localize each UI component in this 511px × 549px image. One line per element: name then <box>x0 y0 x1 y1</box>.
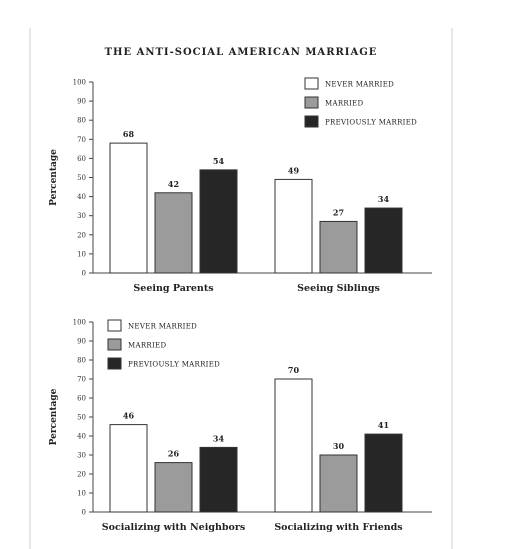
y-tick-label: 80 <box>77 357 86 365</box>
data-label: 26 <box>168 449 180 459</box>
y-axis-label: Percentage <box>49 388 59 445</box>
data-label: 34 <box>378 194 390 204</box>
legend-label: NEVER MARRIED <box>325 81 394 89</box>
x-category-label: Seeing Siblings <box>297 283 380 294</box>
y-tick-label: 30 <box>77 452 86 460</box>
bar <box>274 378 313 513</box>
y-tick-label: 100 <box>73 319 86 327</box>
bar <box>199 446 238 513</box>
legend-label: NEVER MARRIED <box>128 323 197 331</box>
y-tick-label: 20 <box>77 471 86 479</box>
legend-label: MARRIED <box>325 100 363 108</box>
data-label: 34 <box>213 433 225 443</box>
legend-swatch <box>107 357 122 370</box>
bar <box>274 178 313 274</box>
y-tick-label: 10 <box>77 250 86 258</box>
y-tick-label: 90 <box>77 338 86 346</box>
y-tick-label: 50 <box>77 174 86 182</box>
chart-title: THE ANTI-SOCIAL AMERICAN MARRIAGE <box>105 47 378 58</box>
y-tick-label: 80 <box>77 117 86 125</box>
y-tick-label: 90 <box>77 98 86 106</box>
y-tick-label: 70 <box>77 376 86 384</box>
legend-label: PREVIOUSLY MARRIED <box>325 119 417 127</box>
y-tick-label: 40 <box>77 193 86 201</box>
bar <box>199 169 238 274</box>
y-tick-label: 30 <box>77 212 86 220</box>
legend-swatch <box>107 319 122 332</box>
legend-swatch <box>304 96 319 109</box>
data-label: 70 <box>288 365 300 375</box>
legend-label: MARRIED <box>128 342 166 350</box>
y-tick-label: 70 <box>77 136 86 144</box>
bar <box>109 424 148 513</box>
bar <box>364 433 403 513</box>
legend-swatch <box>304 115 319 128</box>
bar <box>364 207 403 274</box>
y-tick-label: 60 <box>77 155 86 163</box>
y-axis-label: Percentage <box>49 149 59 206</box>
chart-bottom: 0 10 20 30 40 50 60 70 80 90 100 Percentage 46 26 34 So… <box>49 319 432 533</box>
y-tick-label: 0 <box>82 509 86 517</box>
data-label: 42 <box>168 179 179 189</box>
y-tick-label: 0 <box>82 270 86 278</box>
bar <box>154 192 193 274</box>
y-tick-label: 100 <box>73 79 86 87</box>
data-label: 27 <box>333 207 344 217</box>
bar <box>154 462 193 513</box>
chart-top: 0 10 20 30 40 50 60 70 80 90 100 Percentage 68 42 54 Se… <box>49 77 432 294</box>
bar <box>109 142 148 274</box>
y-tick-label: 60 <box>77 395 86 403</box>
legend-label: PREVIOUSLY MARRIED <box>128 361 220 369</box>
x-category-label: Socializing with Friends <box>274 522 402 533</box>
x-category-label: Seeing Parents <box>133 283 213 294</box>
data-label: 41 <box>378 420 389 430</box>
data-label: 30 <box>333 441 345 451</box>
data-label: 46 <box>123 411 135 421</box>
y-tick-label: 10 <box>77 490 86 498</box>
y-tick-label: 40 <box>77 433 86 441</box>
data-label: 68 <box>123 129 135 139</box>
y-tick-label: 50 <box>77 414 86 422</box>
x-category-label: Socializing with Neighbors <box>102 522 245 533</box>
data-label: 49 <box>288 165 300 175</box>
data-label: 54 <box>213 156 225 166</box>
bar <box>319 220 358 274</box>
bar <box>319 454 358 513</box>
legend-swatch <box>107 338 122 351</box>
legend-swatch <box>304 77 319 90</box>
y-tick-label: 20 <box>77 231 86 239</box>
